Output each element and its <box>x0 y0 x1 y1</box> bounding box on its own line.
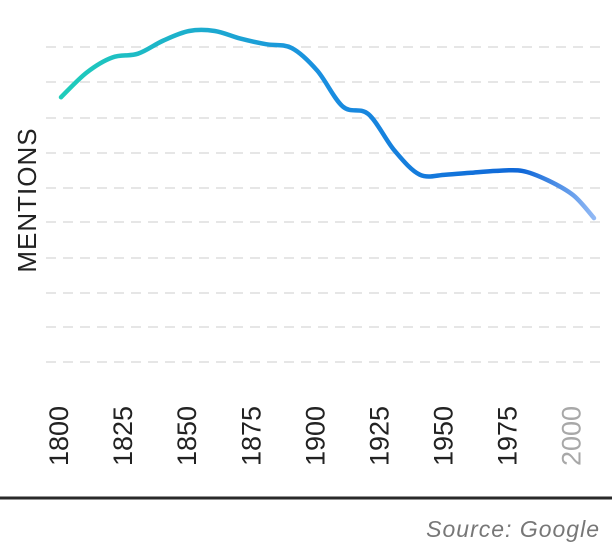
series-line <box>58 27 597 221</box>
x-axis-ticks: 1800 1825 1850 1875 1900 1925 1950 1975 2000 <box>44 406 587 466</box>
x-tick-label: 1825 <box>108 406 138 466</box>
x-tick-label: 1900 <box>300 406 330 466</box>
source-note: Source: Google <box>426 516 600 542</box>
x-tick-label: 1850 <box>172 406 202 466</box>
x-tick-label: 1950 <box>429 406 459 466</box>
x-tick-label: 1925 <box>364 406 394 466</box>
x-tick-label: 1800 <box>44 406 74 466</box>
gridlines <box>46 46 602 363</box>
x-tick-label: 1875 <box>236 406 266 466</box>
x-tick-label: 1975 <box>493 406 523 466</box>
y-axis-label: MENTIONS <box>12 127 42 272</box>
x-tick-label: 2000 <box>557 406 587 466</box>
